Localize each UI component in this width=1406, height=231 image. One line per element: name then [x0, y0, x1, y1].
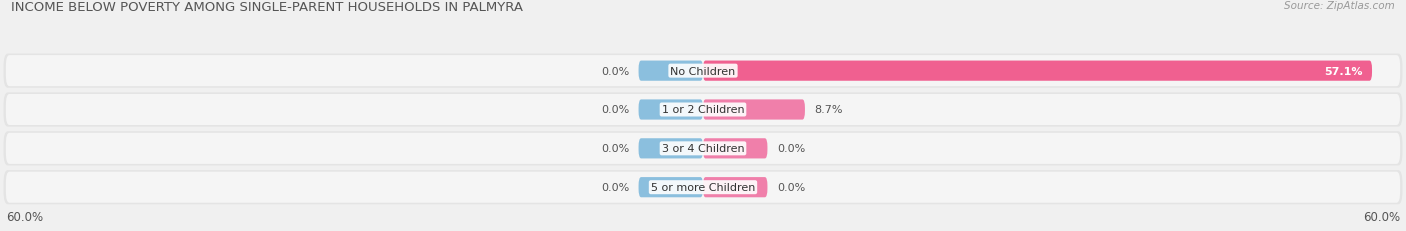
Text: 60.0%: 60.0%: [1362, 211, 1400, 224]
FancyBboxPatch shape: [3, 170, 1403, 204]
FancyBboxPatch shape: [3, 132, 1403, 166]
Text: 3 or 4 Children: 3 or 4 Children: [662, 144, 744, 154]
FancyBboxPatch shape: [6, 133, 1400, 164]
FancyBboxPatch shape: [3, 54, 1403, 88]
FancyBboxPatch shape: [638, 100, 703, 120]
Text: 1 or 2 Children: 1 or 2 Children: [662, 105, 744, 115]
FancyBboxPatch shape: [638, 139, 703, 159]
FancyBboxPatch shape: [6, 56, 1400, 87]
Text: 0.0%: 0.0%: [600, 66, 630, 76]
Text: 60.0%: 60.0%: [6, 211, 44, 224]
Text: 8.7%: 8.7%: [814, 105, 842, 115]
FancyBboxPatch shape: [703, 139, 768, 159]
Text: 0.0%: 0.0%: [600, 105, 630, 115]
FancyBboxPatch shape: [6, 172, 1400, 203]
FancyBboxPatch shape: [3, 93, 1403, 127]
Text: 57.1%: 57.1%: [1324, 66, 1362, 76]
Text: INCOME BELOW POVERTY AMONG SINGLE-PARENT HOUSEHOLDS IN PALMYRA: INCOME BELOW POVERTY AMONG SINGLE-PARENT…: [11, 1, 523, 14]
FancyBboxPatch shape: [638, 61, 703, 81]
Text: 5 or more Children: 5 or more Children: [651, 182, 755, 192]
Text: No Children: No Children: [671, 66, 735, 76]
Text: 0.0%: 0.0%: [600, 182, 630, 192]
FancyBboxPatch shape: [703, 61, 1372, 81]
Text: Source: ZipAtlas.com: Source: ZipAtlas.com: [1284, 1, 1395, 11]
Text: 0.0%: 0.0%: [600, 144, 630, 154]
FancyBboxPatch shape: [703, 100, 804, 120]
Text: 0.0%: 0.0%: [778, 182, 806, 192]
Text: 0.0%: 0.0%: [778, 144, 806, 154]
FancyBboxPatch shape: [703, 177, 768, 198]
FancyBboxPatch shape: [638, 177, 703, 198]
FancyBboxPatch shape: [6, 94, 1400, 125]
